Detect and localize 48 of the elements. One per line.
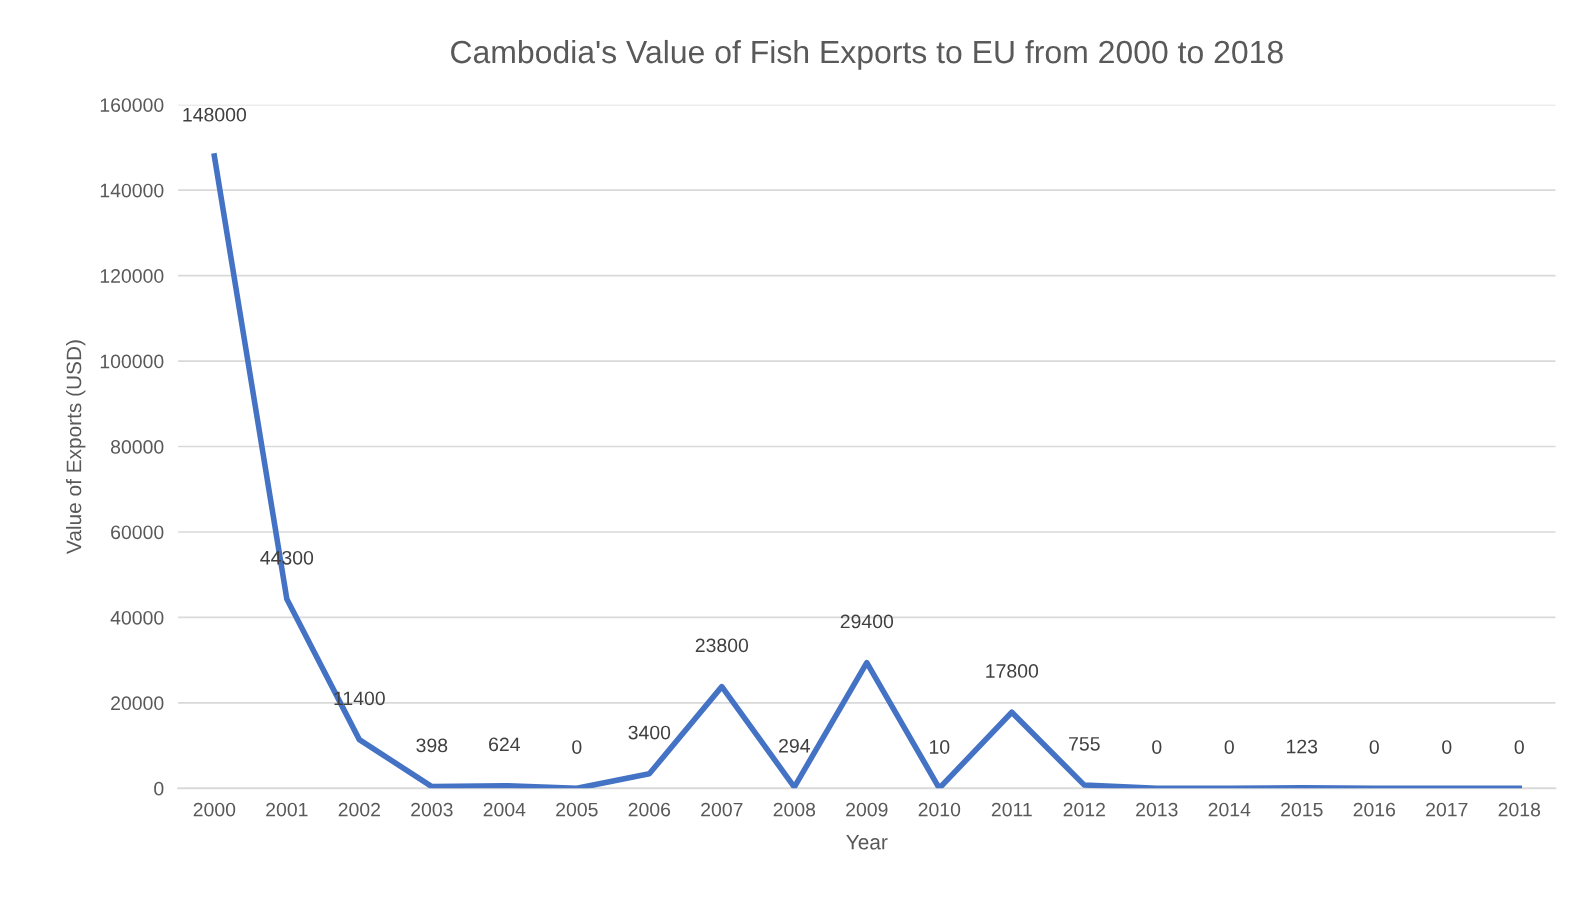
x-tick-label: 2011 xyxy=(991,802,1032,817)
x-tick-label: 2017 xyxy=(1426,802,1468,817)
x-tick-label: 2007 xyxy=(701,802,743,817)
data-label: 0 xyxy=(1224,740,1234,754)
data-label: 29400 xyxy=(840,614,894,629)
y-tick-label: 60000 xyxy=(111,525,164,540)
y-tick-label: 160000 xyxy=(100,98,164,112)
x-tick-label: 2013 xyxy=(1136,802,1178,817)
data-label: 23800 xyxy=(695,638,749,653)
y-tick-label: 100000 xyxy=(100,354,164,369)
data-label: 0 xyxy=(1514,740,1524,754)
data-label: 294 xyxy=(779,738,810,753)
x-tick-label: 2016 xyxy=(1353,802,1396,817)
chart-title: Cambodia's Value of Fish Exports to EU from 2000 to 2018 xyxy=(451,39,1283,70)
y-axis-title: Value of Exports (USD) xyxy=(66,340,86,554)
x-tick-label: 2004 xyxy=(483,802,526,817)
data-label: 0 xyxy=(1152,740,1162,754)
x-tick-label: 2000 xyxy=(193,802,236,817)
x-tick-label: 2003 xyxy=(411,802,453,817)
data-label: 0 xyxy=(1442,740,1452,754)
data-label: 3400 xyxy=(628,725,671,740)
data-label: 398 xyxy=(416,738,448,753)
data-label: 0 xyxy=(1369,740,1379,754)
x-tick-label: 2009 xyxy=(846,802,888,817)
data-label: 0 xyxy=(572,740,582,754)
data-label: 624 xyxy=(489,737,520,752)
y-tick-label: 120000 xyxy=(100,269,164,283)
data-label: 148000 xyxy=(183,107,247,122)
x-tick-label: 2015 xyxy=(1281,802,1323,817)
x-tick-label: 2005 xyxy=(556,802,598,817)
data-label: 755 xyxy=(1069,737,1100,751)
x-tick-label: 2002 xyxy=(338,802,380,817)
x-tick-label: 2012 xyxy=(1063,802,1105,817)
y-tick-label: 40000 xyxy=(110,610,164,625)
y-tick-label: 80000 xyxy=(110,440,164,454)
x-tick-label: 2006 xyxy=(628,802,671,817)
x-tick-label: 2014 xyxy=(1208,802,1251,817)
x-tick-label: 2010 xyxy=(918,802,961,817)
data-label: 123 xyxy=(1287,739,1318,754)
x-tick-label: 2018 xyxy=(1498,802,1541,817)
x-tick-label: 2008 xyxy=(773,802,816,817)
x-tick-label: 2001 xyxy=(266,802,308,817)
x-axis-title: Year xyxy=(846,834,888,850)
data-label: 10 xyxy=(929,740,950,754)
y-tick-label: 140000 xyxy=(100,183,164,198)
y-tick-label: 0 xyxy=(154,781,164,796)
data-label: 17800 xyxy=(986,664,1039,678)
y-tick-label: 20000 xyxy=(111,696,164,711)
